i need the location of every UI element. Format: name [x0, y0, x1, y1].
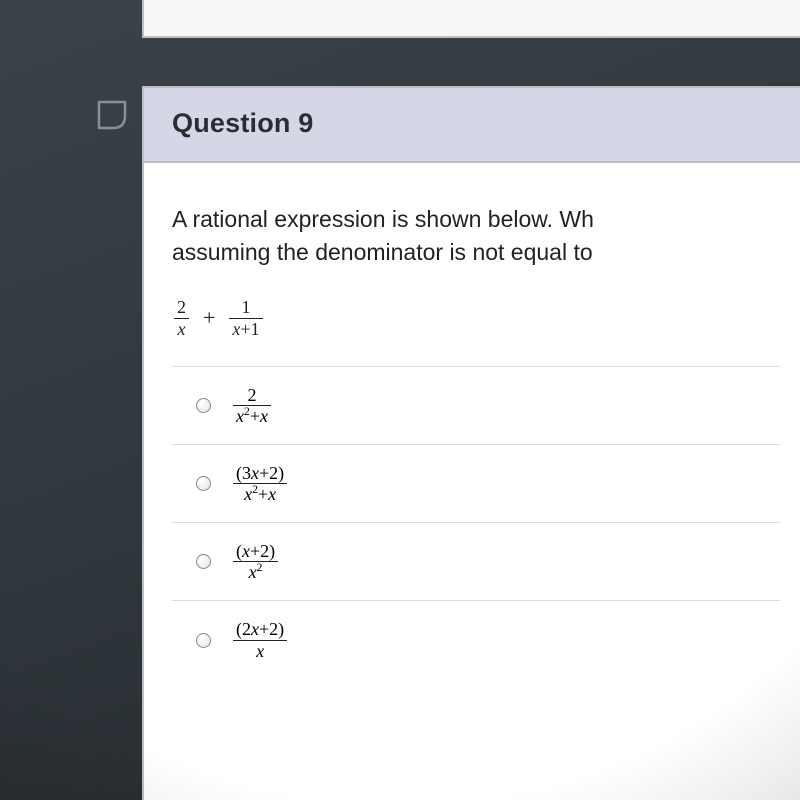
- choice-fraction: (2x+2) x: [233, 620, 287, 661]
- screen-background: Question 9 A rational expression is show…: [0, 0, 800, 800]
- prompt-line-1: A rational expression is shown below. Wh: [172, 206, 594, 232]
- choice-fraction: (x+2) x2: [233, 542, 278, 583]
- flag-question-button[interactable]: [95, 98, 127, 130]
- radio-button[interactable]: [196, 554, 211, 569]
- fraction-numerator: 2: [174, 298, 189, 317]
- fraction-denominator: x2: [246, 563, 266, 582]
- plus-sign: +: [203, 305, 215, 331]
- question-card: Question 9 A rational expression is show…: [142, 86, 800, 800]
- fraction-numerator: (2x+2): [233, 620, 287, 639]
- fraction-numerator: (x+2): [233, 542, 278, 561]
- previous-question-card-edge: [142, 0, 800, 38]
- fraction-denominator: x: [253, 642, 267, 661]
- prompt-line-2: assuming the denominator is not equal to: [172, 239, 593, 265]
- flag-icon: [95, 98, 127, 130]
- radio-button[interactable]: [196, 476, 211, 491]
- fraction-numerator: 1: [239, 298, 254, 317]
- fraction-numerator: 2: [245, 386, 260, 405]
- expression-fraction-2: 1 x+1: [229, 298, 262, 339]
- answer-choice[interactable]: (3x+2) x2+x: [172, 445, 780, 523]
- fraction-denominator: x: [175, 320, 189, 339]
- question-prompt: A rational expression is shown below. Wh…: [172, 203, 780, 270]
- answer-choices: 2 x2+x (3x+2) x2+x (x+: [172, 366, 780, 679]
- question-header: Question 9: [144, 88, 800, 163]
- question-title: Question 9: [172, 108, 780, 139]
- answer-choice[interactable]: 2 x2+x: [172, 367, 780, 445]
- fraction-denominator: x2+x: [241, 485, 279, 504]
- fraction-denominator: x+1: [229, 320, 262, 339]
- answer-choice[interactable]: (x+2) x2: [172, 523, 780, 601]
- radio-button[interactable]: [196, 633, 211, 648]
- choice-fraction: 2 x2+x: [233, 386, 271, 427]
- fraction-numerator: (3x+2): [233, 464, 287, 483]
- question-body: A rational expression is shown below. Wh…: [144, 163, 800, 689]
- question-expression: 2 x + 1 x+1: [172, 294, 780, 367]
- answer-choice[interactable]: (2x+2) x: [172, 601, 780, 679]
- choice-fraction: (3x+2) x2+x: [233, 464, 287, 505]
- fraction-denominator: x2+x: [233, 407, 271, 426]
- expression-fraction-1: 2 x: [174, 298, 189, 339]
- radio-button[interactable]: [196, 398, 211, 413]
